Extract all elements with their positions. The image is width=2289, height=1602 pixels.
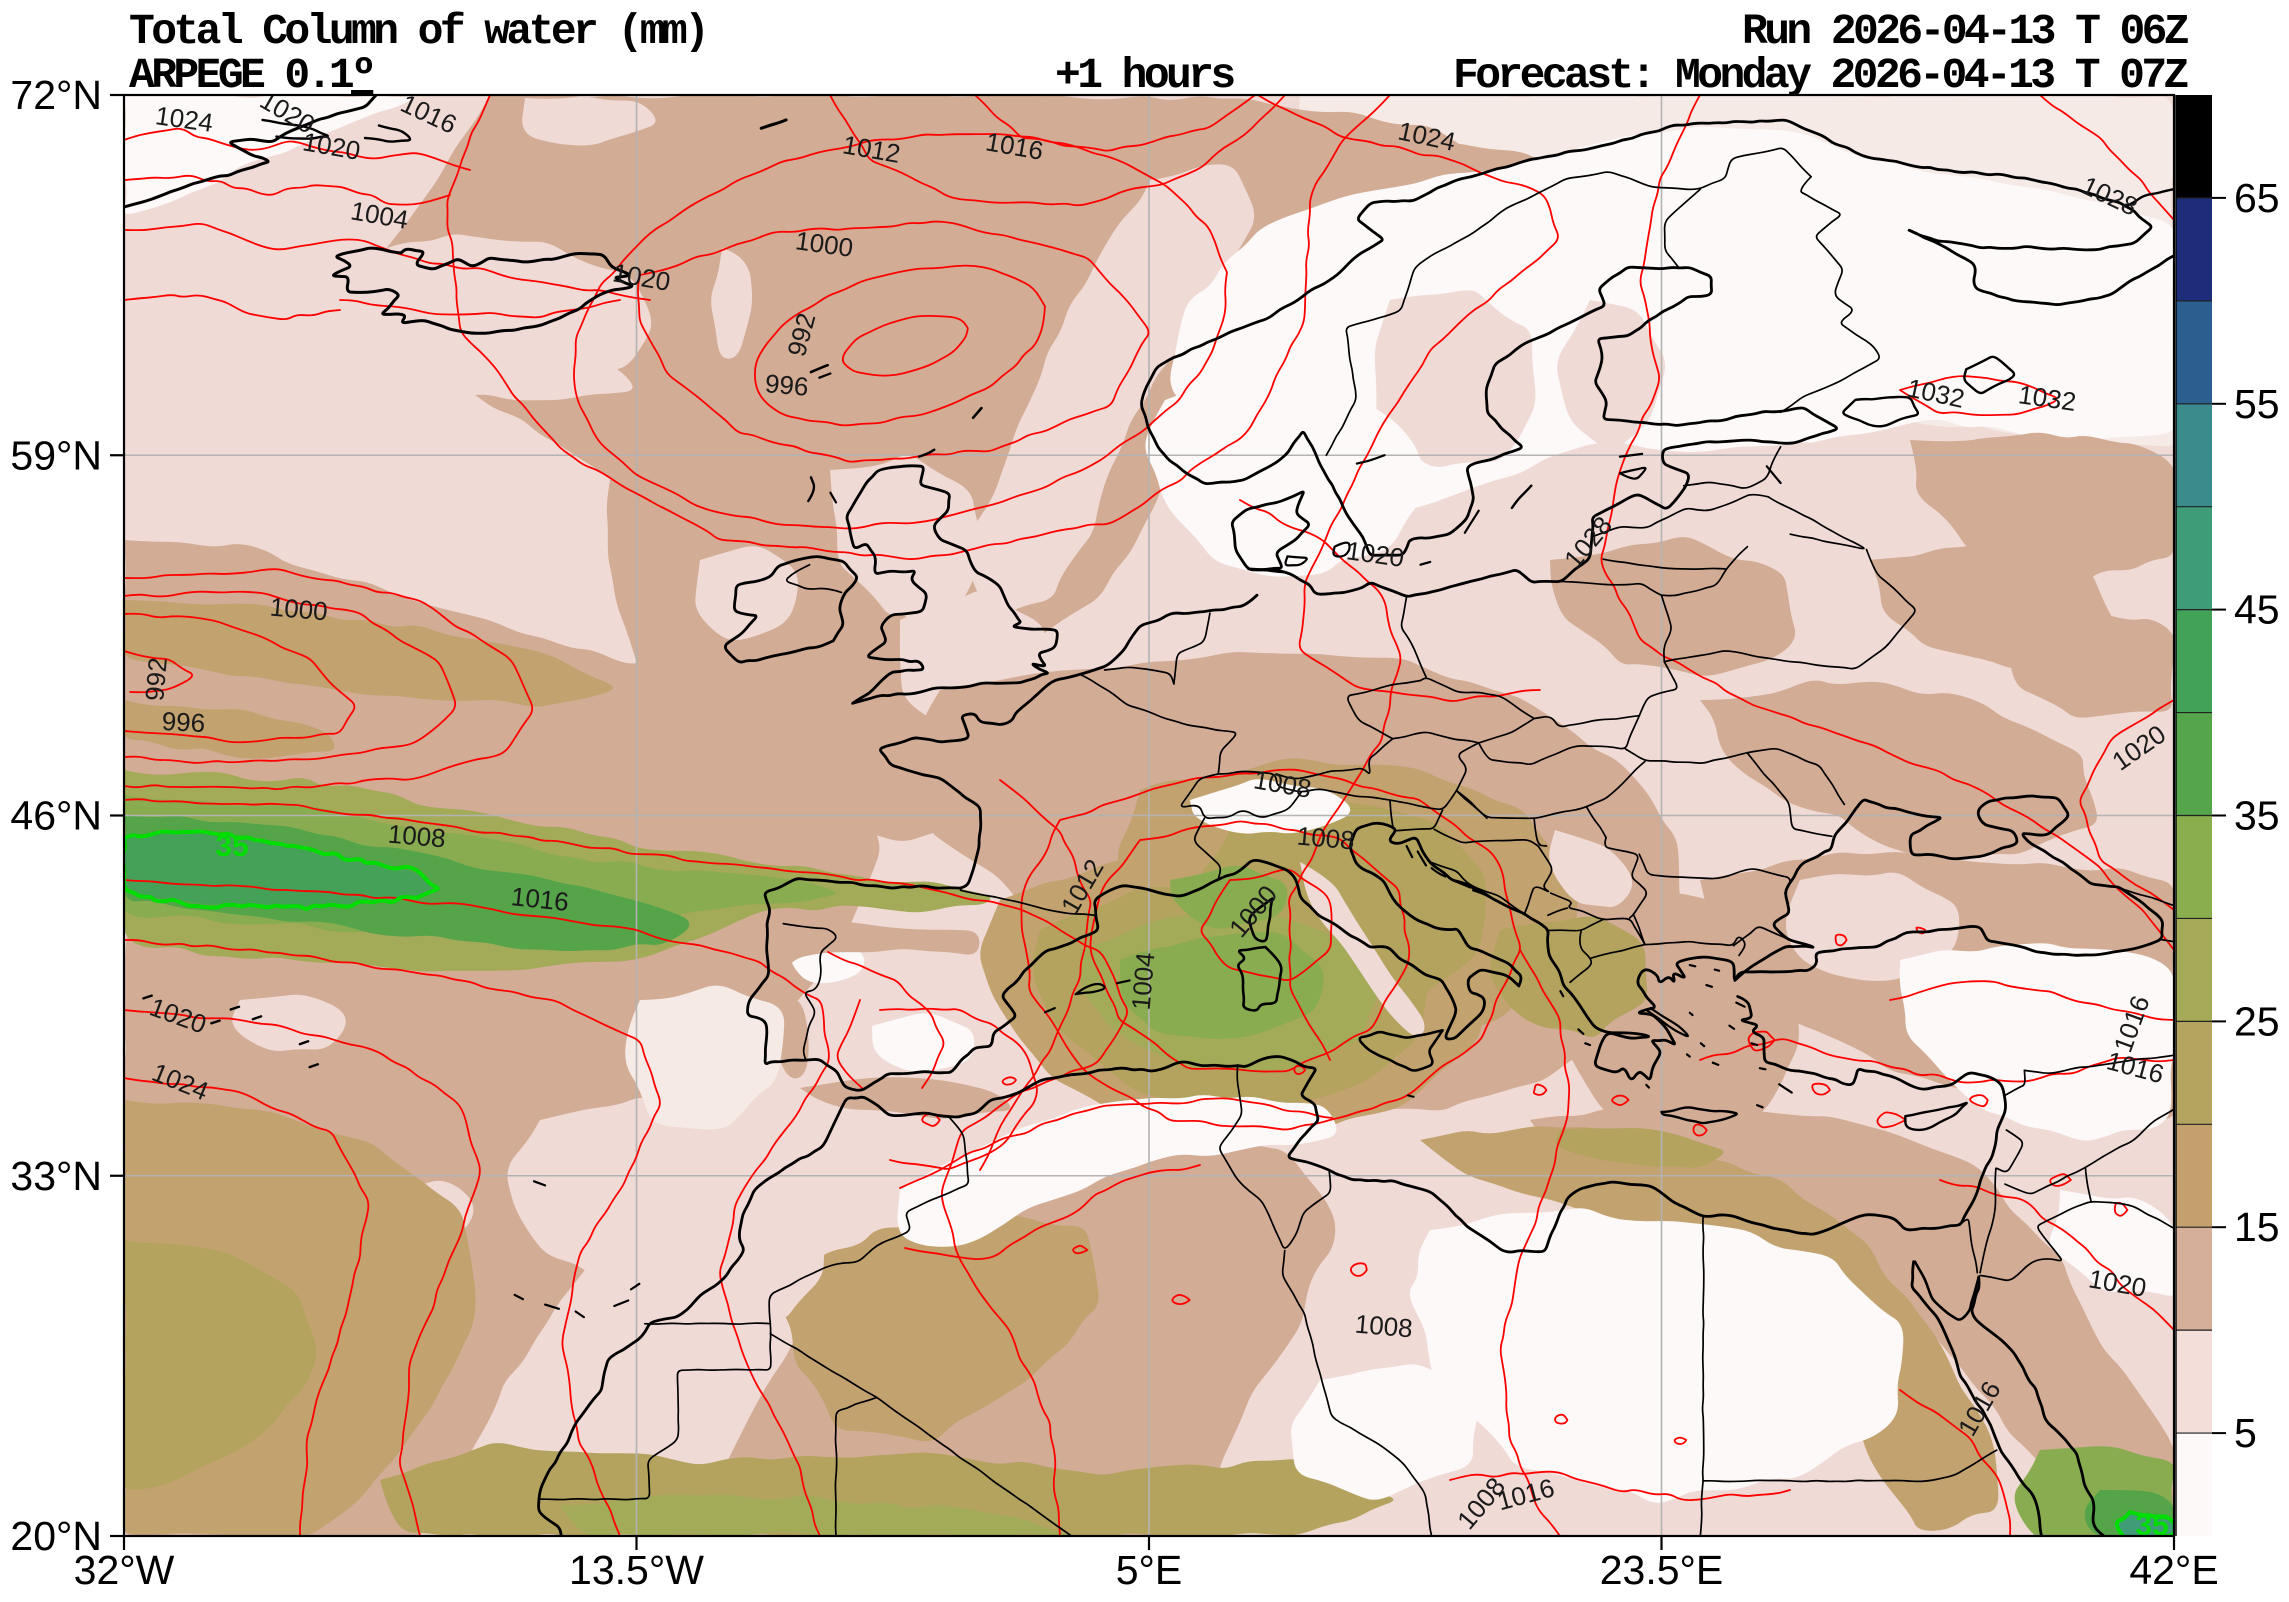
svg-text:15: 15 — [2234, 1204, 2280, 1250]
svg-text:1008: 1008 — [387, 819, 447, 854]
svg-text:1008: 1008 — [1296, 821, 1356, 856]
svg-text:25: 25 — [2234, 998, 2280, 1044]
svg-text:42°E: 42°E — [2129, 1547, 2218, 1593]
svg-text:23.5°E: 23.5°E — [1600, 1547, 1724, 1593]
svg-text:20°N: 20°N — [10, 1513, 102, 1559]
svg-text:13.5°W: 13.5°W — [569, 1547, 704, 1593]
svg-text:46°N: 46°N — [10, 793, 102, 839]
svg-text:35: 35 — [215, 830, 248, 863]
svg-text:59°N: 59°N — [10, 432, 102, 478]
svg-text:33°N: 33°N — [10, 1153, 102, 1199]
svg-text:996: 996 — [161, 706, 206, 738]
svg-text:1004: 1004 — [1126, 951, 1161, 1011]
svg-text:32°W: 32°W — [74, 1547, 175, 1593]
svg-text:992: 992 — [139, 656, 173, 702]
svg-text:45: 45 — [2234, 587, 2280, 633]
svg-text:72°N: 72°N — [10, 72, 102, 118]
svg-text:5°E: 5°E — [1116, 1547, 1183, 1593]
svg-text:35: 35 — [2135, 1509, 2168, 1542]
svg-text:65: 65 — [2234, 175, 2280, 221]
svg-text:1016: 1016 — [510, 881, 571, 917]
svg-text:1000: 1000 — [269, 592, 329, 627]
svg-text:996: 996 — [764, 368, 810, 402]
svg-text:1008: 1008 — [1354, 1309, 1414, 1344]
svg-text:35: 35 — [2234, 793, 2280, 839]
svg-text:5: 5 — [2234, 1410, 2257, 1456]
svg-text:55: 55 — [2234, 381, 2280, 427]
